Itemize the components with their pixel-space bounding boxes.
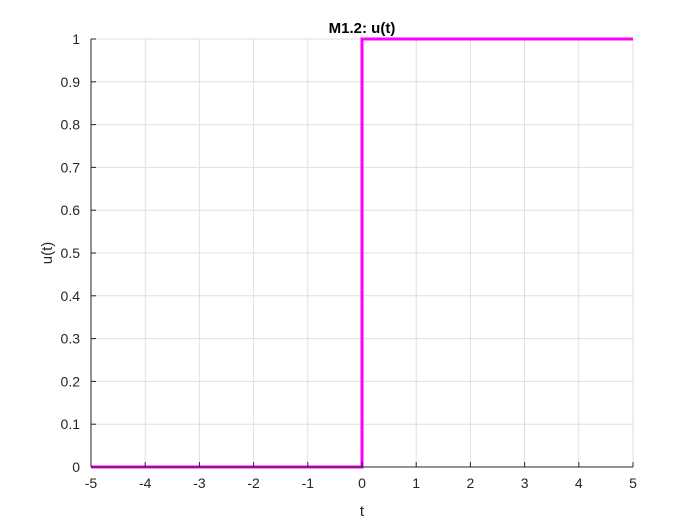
y-tick-label: 0.5 <box>61 245 81 261</box>
tick-labels: -5 -4 -3 -2 -1 0 1 2 3 4 5 0 0.1 0.2 0.3 0.4 0.5 0.6 0.7 0.… <box>61 31 638 491</box>
y-tick-label: 0.6 <box>61 202 81 218</box>
y-axis-label: u(t) <box>39 242 56 265</box>
x-tick-label: -4 <box>139 475 152 491</box>
y-tick-label: 1 <box>72 31 80 47</box>
axes <box>90 38 634 468</box>
y-tick-label: 0.3 <box>61 331 81 347</box>
y-tick-label: 0.2 <box>61 373 81 389</box>
y-tick-label: 0.8 <box>61 117 81 133</box>
x-tick-label: -2 <box>247 475 260 491</box>
y-tick-label: 0 <box>72 459 80 475</box>
y-tick-label: 0.9 <box>61 74 81 90</box>
x-axis-label: t <box>360 503 365 520</box>
x-tick-label: -5 <box>85 475 98 491</box>
x-tick-label: 4 <box>575 475 583 491</box>
x-tick-label: 2 <box>467 475 475 491</box>
y-tick-label: 0.4 <box>61 288 81 304</box>
chart-title: M1.2: u(t) <box>329 20 396 37</box>
x-tick-label: 5 <box>629 475 637 491</box>
y-tick-label: 0.1 <box>61 416 81 432</box>
y-tick-label: 0.7 <box>61 159 81 175</box>
x-tick-label: 1 <box>412 475 420 491</box>
x-tick-label: 3 <box>521 475 529 491</box>
x-tick-label: -1 <box>302 475 315 491</box>
x-tick-label: -3 <box>193 475 206 491</box>
x-tick-label: 0 <box>358 475 366 491</box>
